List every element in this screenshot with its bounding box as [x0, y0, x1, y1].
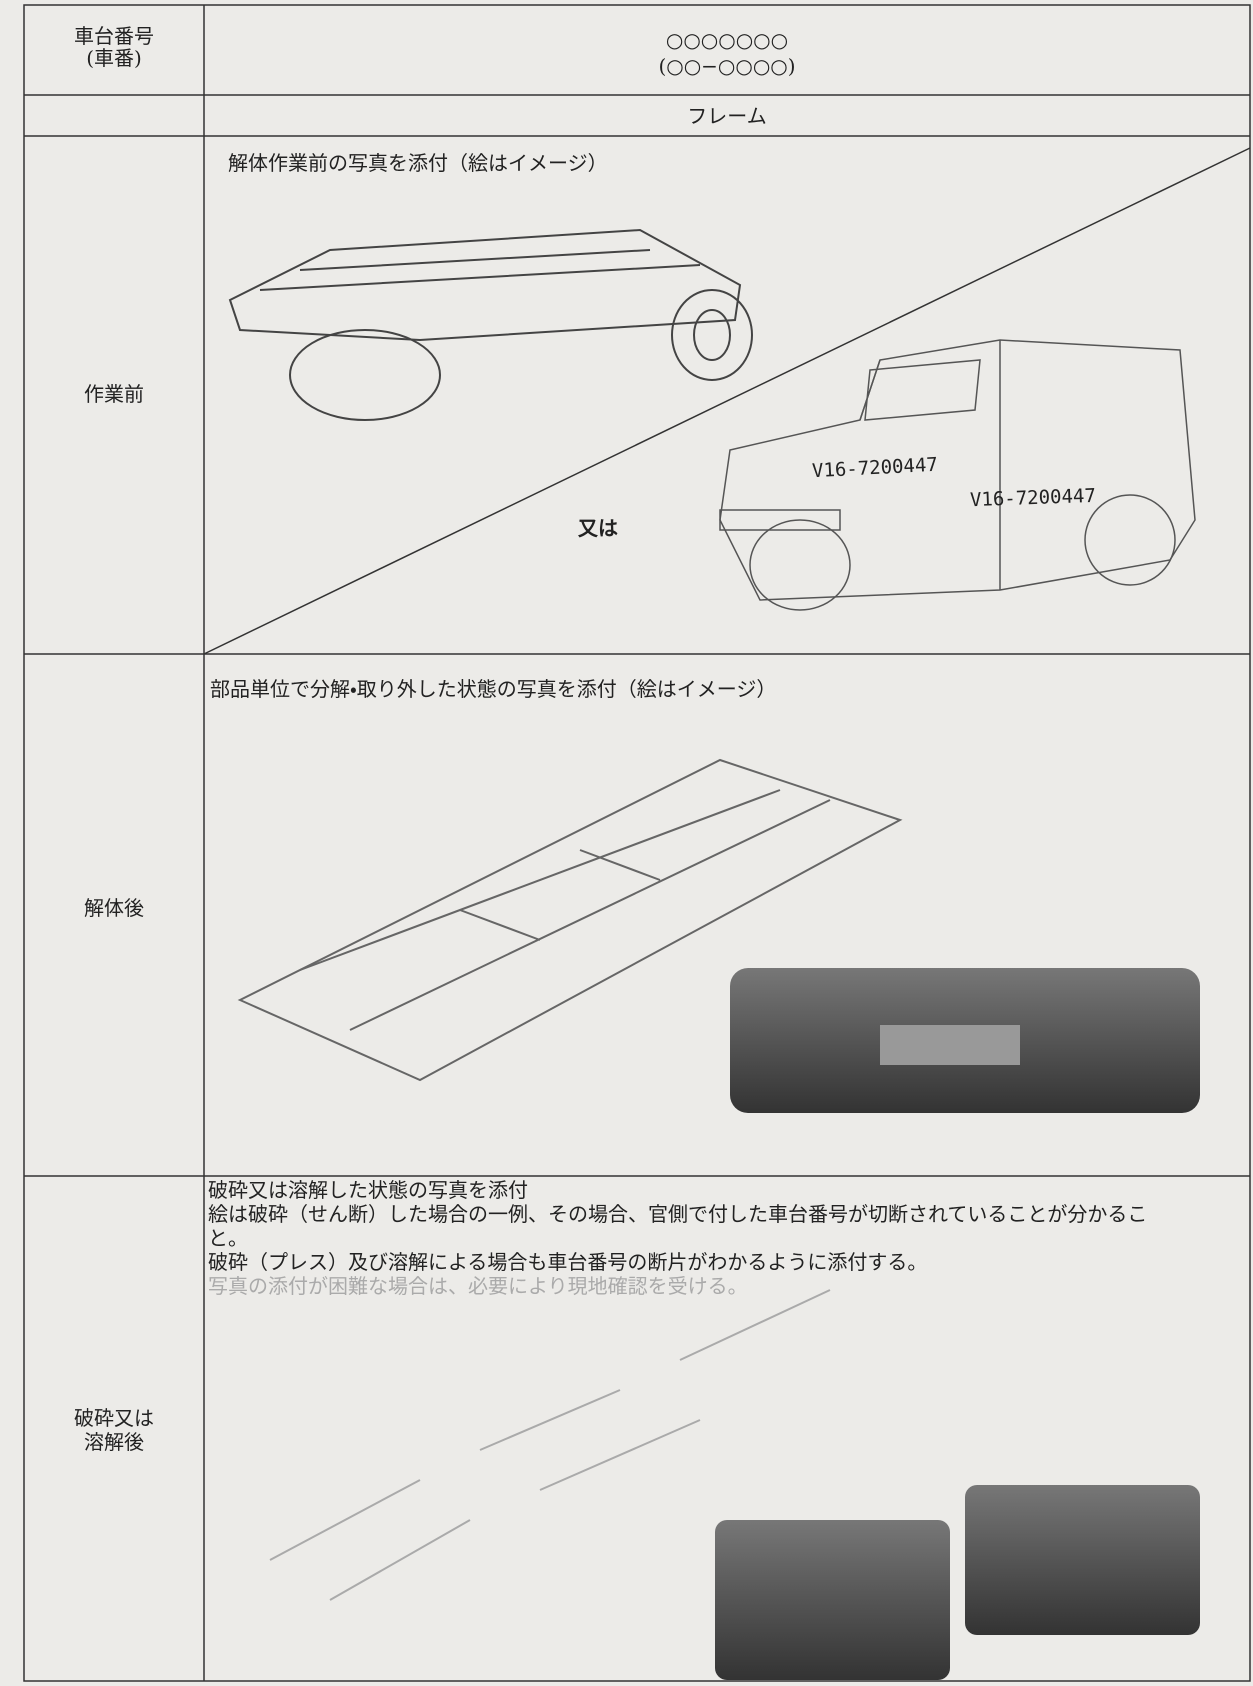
- chassis-sketch: [228, 228, 753, 421]
- caption-line: 破砕（プレス）及び溶解による場合も車台番号の断片がわかるように添付する。: [208, 1250, 928, 1274]
- broken-frame-sketch: [269, 1289, 831, 1601]
- caption-line: 破砕又は溶解した状態の写真を添付: [208, 1178, 528, 1202]
- caption: 破砕又は溶解した状態の写真を添付 絵は破砕（せん断）した場合の一例、その場合、官…: [208, 1178, 1168, 1298]
- frame-sketch: [237, 758, 903, 1082]
- caption: 部品単位で分解・取り外した状態の写真を添付（絵はイメージ）: [210, 677, 777, 701]
- header-label: 車台番号: [74, 24, 154, 48]
- row-label: 破砕又は: [74, 1406, 154, 1430]
- row-label: 作業前: [84, 382, 144, 406]
- header-value: (○○−○○○○): [658, 54, 796, 78]
- caption-line: 絵は破砕（せん断）した場合の一例、その場合、官側で付した車台番号が切断されている…: [208, 1202, 1148, 1250]
- alternative: 又は: [578, 516, 618, 540]
- plate-piece: [965, 1485, 1200, 1635]
- vin-label: V16-7200447: [969, 484, 1097, 512]
- part-name: フレーム: [687, 104, 767, 128]
- plate-label: [880, 1025, 1020, 1065]
- plate-piece: [715, 1520, 950, 1680]
- row-label: 溶解後: [84, 1430, 144, 1454]
- vehicle-sketch: [719, 339, 1196, 611]
- row-label: 解体後: [84, 896, 144, 920]
- caption-line: 写真の添付が困難な場合は、必要により現地確認を受ける。: [208, 1274, 748, 1298]
- caption: 解体作業前の写真を添付（絵はイメージ）: [228, 151, 608, 175]
- header-label: (車番): [86, 46, 142, 70]
- header-value: ○○○○○○○: [665, 28, 789, 52]
